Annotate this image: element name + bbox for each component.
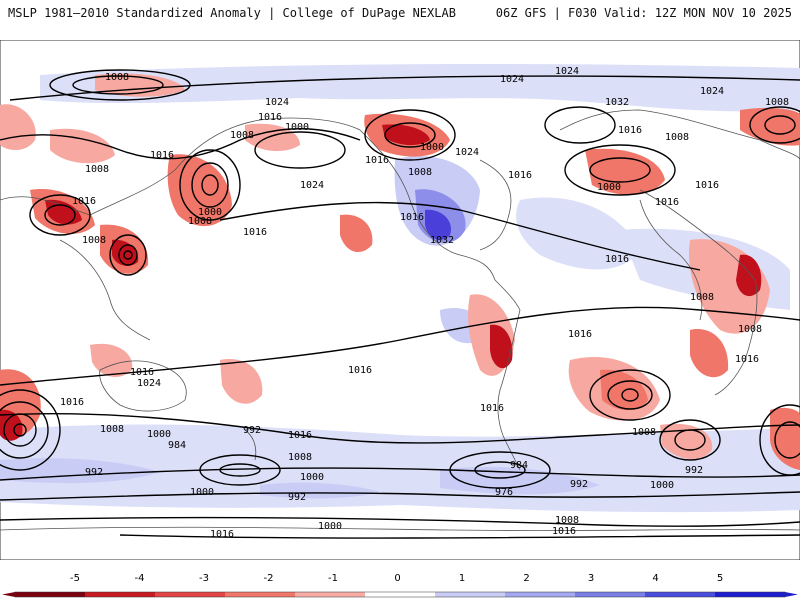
isobar-label: 1008 xyxy=(100,424,124,435)
isobar-label: 1016 xyxy=(365,155,389,166)
isobar-label: 1008 xyxy=(765,97,789,108)
isobar-label: 1016 xyxy=(210,529,234,540)
isobar-label: 1016 xyxy=(258,112,282,123)
isobar-label: 1024 xyxy=(555,66,579,77)
isobar-label: 992 xyxy=(85,467,103,478)
colorbar-band xyxy=(575,592,646,597)
colorbar-tick-label: -5 xyxy=(70,573,80,584)
colorbar-band xyxy=(295,592,366,597)
mslp-anomaly-map: 1008 1024 1024 1024 1008 1024 1016 1000 … xyxy=(0,40,800,560)
isobar-label: 1016 xyxy=(605,254,629,265)
isobar-labels: 1008 1024 1024 1024 1008 1024 1016 1000 … xyxy=(60,66,789,540)
colorbar-band xyxy=(15,592,86,597)
isobar-label: 1024 xyxy=(700,86,724,97)
colorbar-band xyxy=(715,592,786,597)
colorbar-band xyxy=(225,592,296,597)
isobar-label: 1024 xyxy=(455,147,479,158)
isobar-label: 992 xyxy=(243,425,261,436)
isobar-label: 1008 xyxy=(632,427,656,438)
isobar-label: 1032 xyxy=(430,235,454,246)
isobar-label: 1000 xyxy=(300,472,324,483)
isobar-label: 1008 xyxy=(690,292,714,303)
isobar-label: 1032 xyxy=(605,97,629,108)
anomaly-colorbar: -5 -4 -3 -2 -1 0 1 2 3 4 5 xyxy=(2,573,798,598)
isobar-label: 1016 xyxy=(72,196,96,207)
isobar-label: 1024 xyxy=(265,97,289,108)
isobars xyxy=(0,69,800,539)
isobar-label: 1008 xyxy=(738,324,762,335)
isobar-label: 1016 xyxy=(288,430,312,441)
isobar-label: 1008 xyxy=(288,452,312,463)
isobar-label: 1024 xyxy=(137,378,161,389)
isobar-label: 984 xyxy=(168,440,186,451)
isobar-label: 1016 xyxy=(552,526,576,537)
isobar-label: 1000 xyxy=(190,487,214,498)
isobar-label: 1016 xyxy=(655,197,679,208)
isobar-label: 992 xyxy=(288,492,306,503)
isobar-label: 1016 xyxy=(508,170,532,181)
isobar-label: 1016 xyxy=(400,212,424,223)
colorbar-tick-label: -3 xyxy=(199,573,209,584)
isobar-label: 1008 xyxy=(408,167,432,178)
isobar-label: 1016 xyxy=(618,125,642,136)
isobar-label: 992 xyxy=(570,479,588,490)
colorbar-band xyxy=(505,592,576,597)
isobar-label: 1008 xyxy=(665,132,689,143)
anomaly-shading xyxy=(0,64,800,513)
isobar-label: 1016 xyxy=(568,329,592,340)
colorbar-max-arrow xyxy=(785,592,798,597)
colorbar-bands xyxy=(2,591,798,598)
colorbar-tick-label: -2 xyxy=(264,573,274,584)
colorbar-band xyxy=(435,592,506,597)
colorbar-band xyxy=(365,592,436,597)
colorbar-ticks: -5 -4 -3 -2 -1 0 1 2 3 4 5 xyxy=(70,573,723,584)
isobar-label: 1008 xyxy=(188,216,212,227)
isobar-label: 1000 xyxy=(198,207,222,218)
isobar-label: 1016 xyxy=(695,180,719,191)
isobar-label: 984 xyxy=(510,460,528,471)
isobar-label: 1000 xyxy=(147,429,171,440)
map-title: MSLP 1981–2010 Standardized Anomaly | Co… xyxy=(8,6,456,20)
isobar-label: 1000 xyxy=(318,521,342,532)
isobar-label: 1008 xyxy=(105,72,129,83)
isobar-label: 1008 xyxy=(555,515,579,526)
isobar-label: 1016 xyxy=(243,227,267,238)
colorbar-tick-label: 4 xyxy=(652,573,658,584)
isobar-label: 1000 xyxy=(285,122,309,133)
model-run-info: 06Z GFS | F030 Valid: 12Z MON NOV 10 202… xyxy=(495,6,792,20)
colorbar-tick-label: 5 xyxy=(717,573,723,584)
isobar-label: 992 xyxy=(685,465,703,476)
colorbar-band xyxy=(645,592,716,597)
isobar-label: 1000 xyxy=(420,142,444,153)
colorbar-tick-label: -1 xyxy=(328,573,338,584)
isobar-label: 1016 xyxy=(735,354,759,365)
isobar-label: 1016 xyxy=(60,397,84,408)
isobar-label: 976 xyxy=(495,487,513,498)
colorbar-band xyxy=(155,592,226,597)
colorbar-tick-label: 0 xyxy=(394,573,400,584)
colorbar-band xyxy=(85,592,156,597)
isobar-label: 1000 xyxy=(650,480,674,491)
isobar-label: 1024 xyxy=(500,74,524,85)
isobar-label: 1016 xyxy=(150,150,174,161)
colorbar-frame xyxy=(14,591,786,598)
isobar-label: 1000 xyxy=(597,182,621,193)
isobar-label: 1016 xyxy=(130,367,154,378)
isobar-label: 1016 xyxy=(480,403,504,414)
colorbar-tick-label: 1 xyxy=(459,573,465,584)
colorbar-min-arrow xyxy=(2,592,15,597)
colorbar-tick-label: 3 xyxy=(588,573,594,584)
colorbar-tick-label: -4 xyxy=(135,573,145,584)
isobar-label: 1016 xyxy=(348,365,372,376)
colorbar-tick-label: 2 xyxy=(523,573,529,584)
isobar-label: 1024 xyxy=(300,180,324,191)
isobar-label: 1008 xyxy=(230,130,254,141)
isobar-label: 1008 xyxy=(85,164,109,175)
isobar-label: 1008 xyxy=(82,235,106,246)
